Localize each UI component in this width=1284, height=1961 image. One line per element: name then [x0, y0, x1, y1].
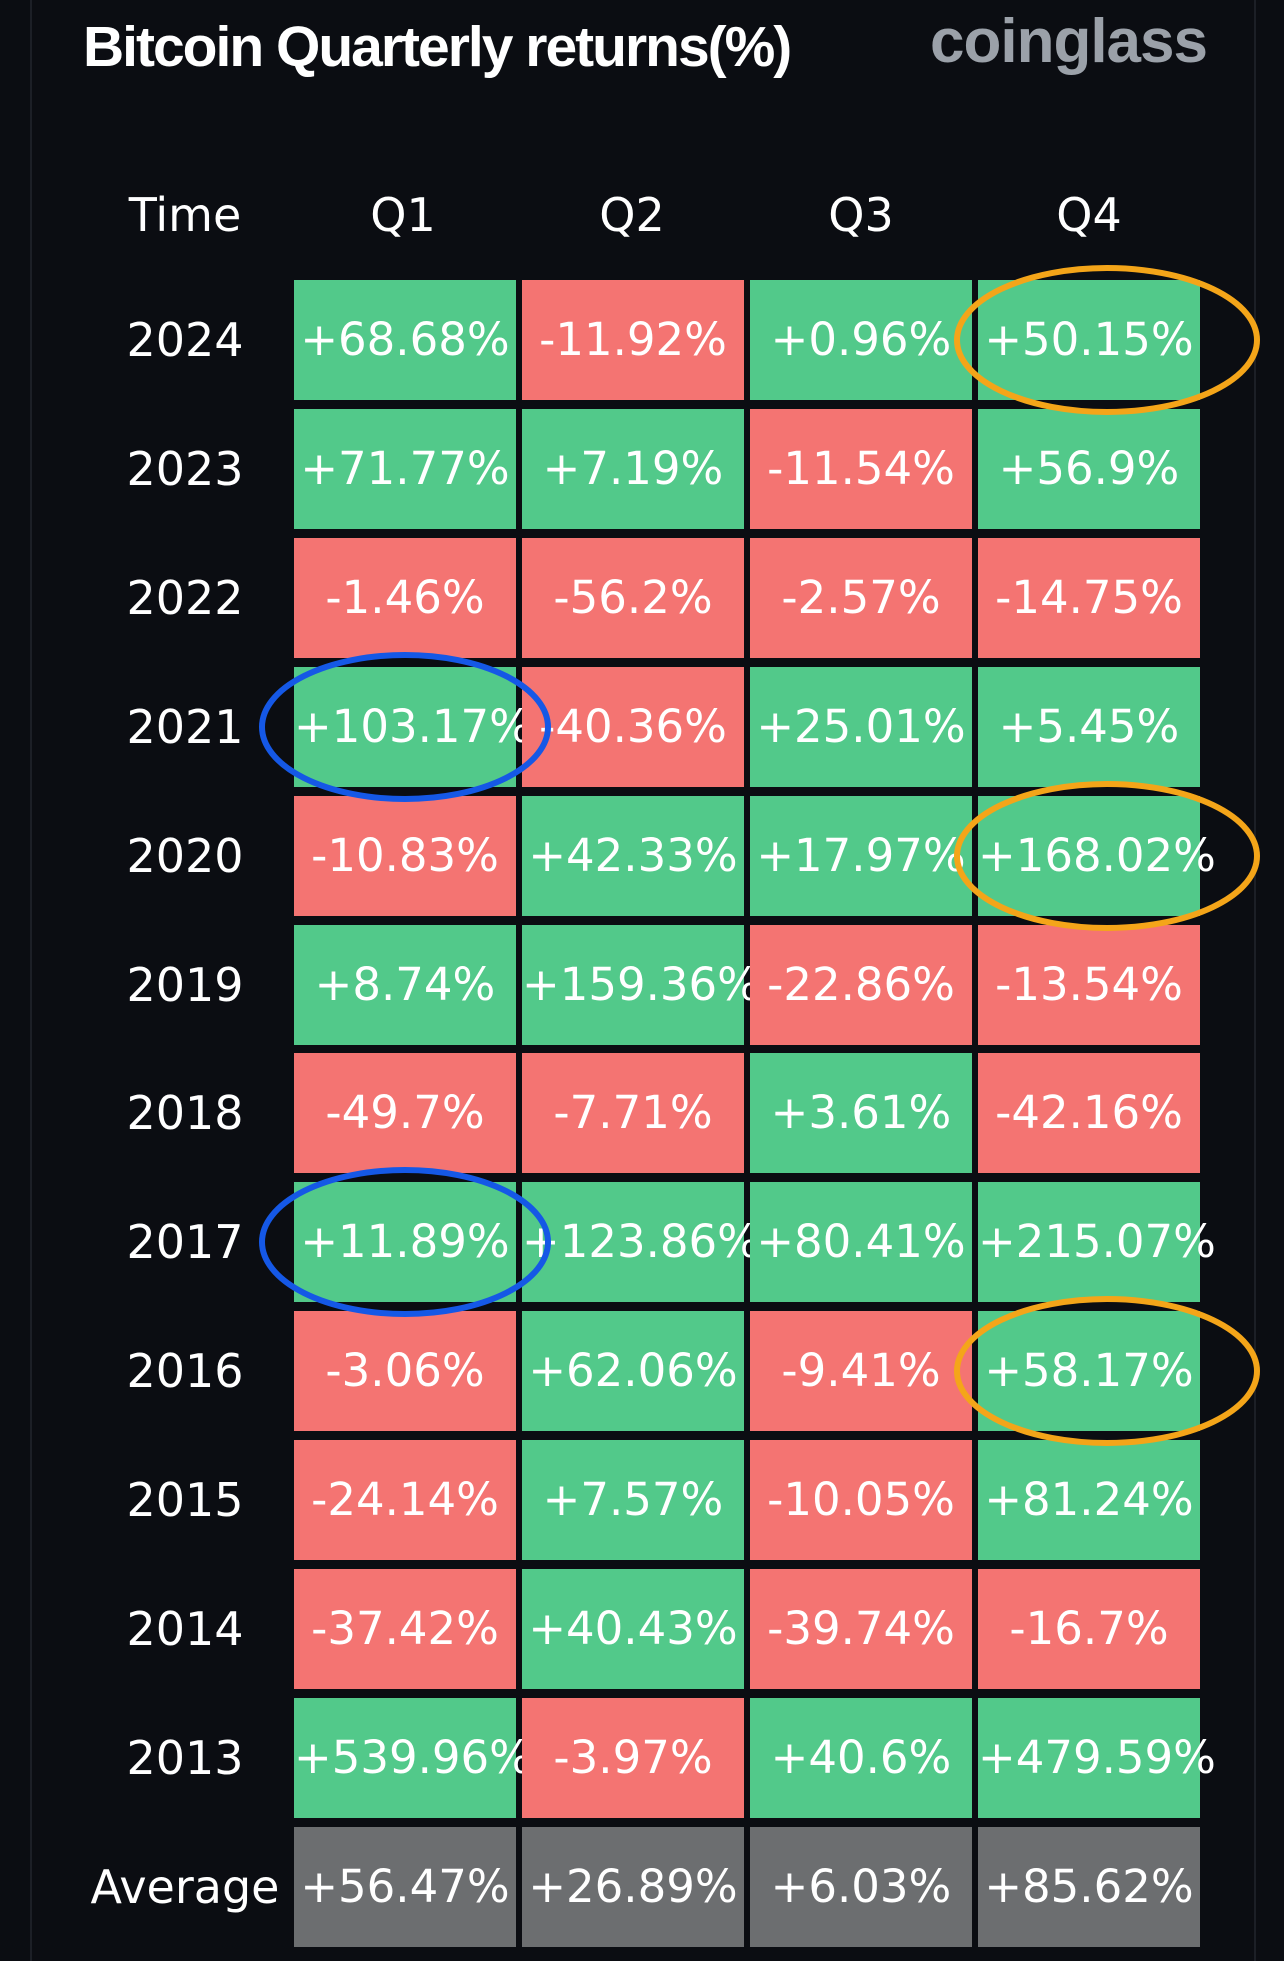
return-cell: +80.41%	[750, 1182, 972, 1302]
header-time: Time	[128, 188, 242, 242]
return-cell: -40.36%	[522, 667, 744, 787]
brand-logo: coinglass	[930, 7, 1208, 76]
return-cell: +123.86%	[522, 1182, 760, 1302]
return-cell: +42.33%	[522, 796, 744, 916]
return-cell: -39.74%	[750, 1569, 972, 1689]
year-label: 2021	[126, 700, 244, 754]
return-cell: -9.41%	[750, 1311, 972, 1431]
return-cell: +168.02%	[978, 796, 1216, 916]
year-label: 2020	[126, 829, 244, 883]
return-cell: -37.42%	[294, 1569, 516, 1689]
return-cell: +3.61%	[750, 1053, 972, 1173]
average-cell: +85.62%	[978, 1827, 1200, 1947]
year-label: 2015	[126, 1473, 244, 1527]
return-cell: +11.89%	[294, 1182, 516, 1302]
year-label: 2018	[126, 1086, 244, 1140]
return-cell: +40.43%	[522, 1569, 744, 1689]
return-cell: +5.45%	[978, 667, 1200, 787]
header-q1: Q1	[370, 188, 436, 242]
header-q4: Q4	[1056, 188, 1122, 242]
year-label: 2024	[126, 313, 244, 367]
return-cell: -1.46%	[294, 538, 516, 658]
return-cell: +7.57%	[522, 1440, 744, 1560]
return-cell: +40.6%	[750, 1698, 972, 1818]
return-cell: -11.92%	[522, 280, 744, 400]
return-cell: -2.57%	[750, 538, 972, 658]
chart-title: Bitcoin Quarterly returns(%)	[83, 15, 792, 79]
return-cell: -3.97%	[522, 1698, 744, 1818]
year-label: 2022	[126, 571, 244, 625]
orange-highlight-circle	[954, 781, 1260, 931]
year-label: 2023	[126, 442, 244, 496]
return-cell: +62.06%	[522, 1311, 744, 1431]
return-cell: +25.01%	[750, 667, 972, 787]
average-cell: +26.89%	[522, 1827, 744, 1947]
return-cell: -42.16%	[978, 1053, 1200, 1173]
return-cell: +0.96%	[750, 280, 972, 400]
header-q2: Q2	[599, 188, 665, 242]
year-label: 2013	[126, 1731, 244, 1785]
return-cell: -14.75%	[978, 538, 1200, 658]
return-cell: -56.2%	[522, 538, 744, 658]
return-cell: -3.06%	[294, 1311, 516, 1431]
return-cell: +7.19%	[522, 409, 744, 529]
average-cell: +56.47%	[294, 1827, 516, 1947]
header-q3: Q3	[828, 188, 894, 242]
average-label: Average	[90, 1860, 280, 1914]
year-label: 2019	[126, 958, 244, 1012]
return-cell: +81.24%	[978, 1440, 1200, 1560]
orange-highlight-circle	[954, 265, 1260, 415]
return-cell: +539.96%	[294, 1698, 532, 1818]
return-cell: -13.54%	[978, 925, 1200, 1045]
year-label: 2016	[126, 1344, 244, 1398]
return-cell: -24.14%	[294, 1440, 516, 1560]
return-cell: -16.7%	[978, 1569, 1200, 1689]
return-cell: +58.17%	[978, 1311, 1200, 1431]
year-label: 2017	[126, 1215, 244, 1269]
average-cell: +6.03%	[750, 1827, 972, 1947]
return-cell: -49.7%	[294, 1053, 516, 1173]
return-cell: +159.36%	[522, 925, 760, 1045]
return-cell: -10.83%	[294, 796, 516, 916]
orange-highlight-circle	[954, 1296, 1260, 1446]
blue-highlight-circle	[259, 1167, 551, 1317]
return-cell: +56.9%	[978, 409, 1200, 529]
return-cell: -11.54%	[750, 409, 972, 529]
return-cell: +71.77%	[294, 409, 516, 529]
year-label: 2014	[126, 1602, 244, 1656]
return-cell: -10.05%	[750, 1440, 972, 1560]
return-cell: +479.59%	[978, 1698, 1216, 1818]
return-cell: +8.74%	[294, 925, 516, 1045]
return-cell: +50.15%	[978, 280, 1200, 400]
return-cell: +215.07%	[978, 1182, 1216, 1302]
blue-highlight-circle	[259, 652, 551, 802]
return-cell: +103.17%	[294, 667, 532, 787]
return-cell: +68.68%	[294, 280, 516, 400]
return-cell: -7.71%	[522, 1053, 744, 1173]
return-cell: -22.86%	[750, 925, 972, 1045]
return-cell: +17.97%	[750, 796, 972, 916]
